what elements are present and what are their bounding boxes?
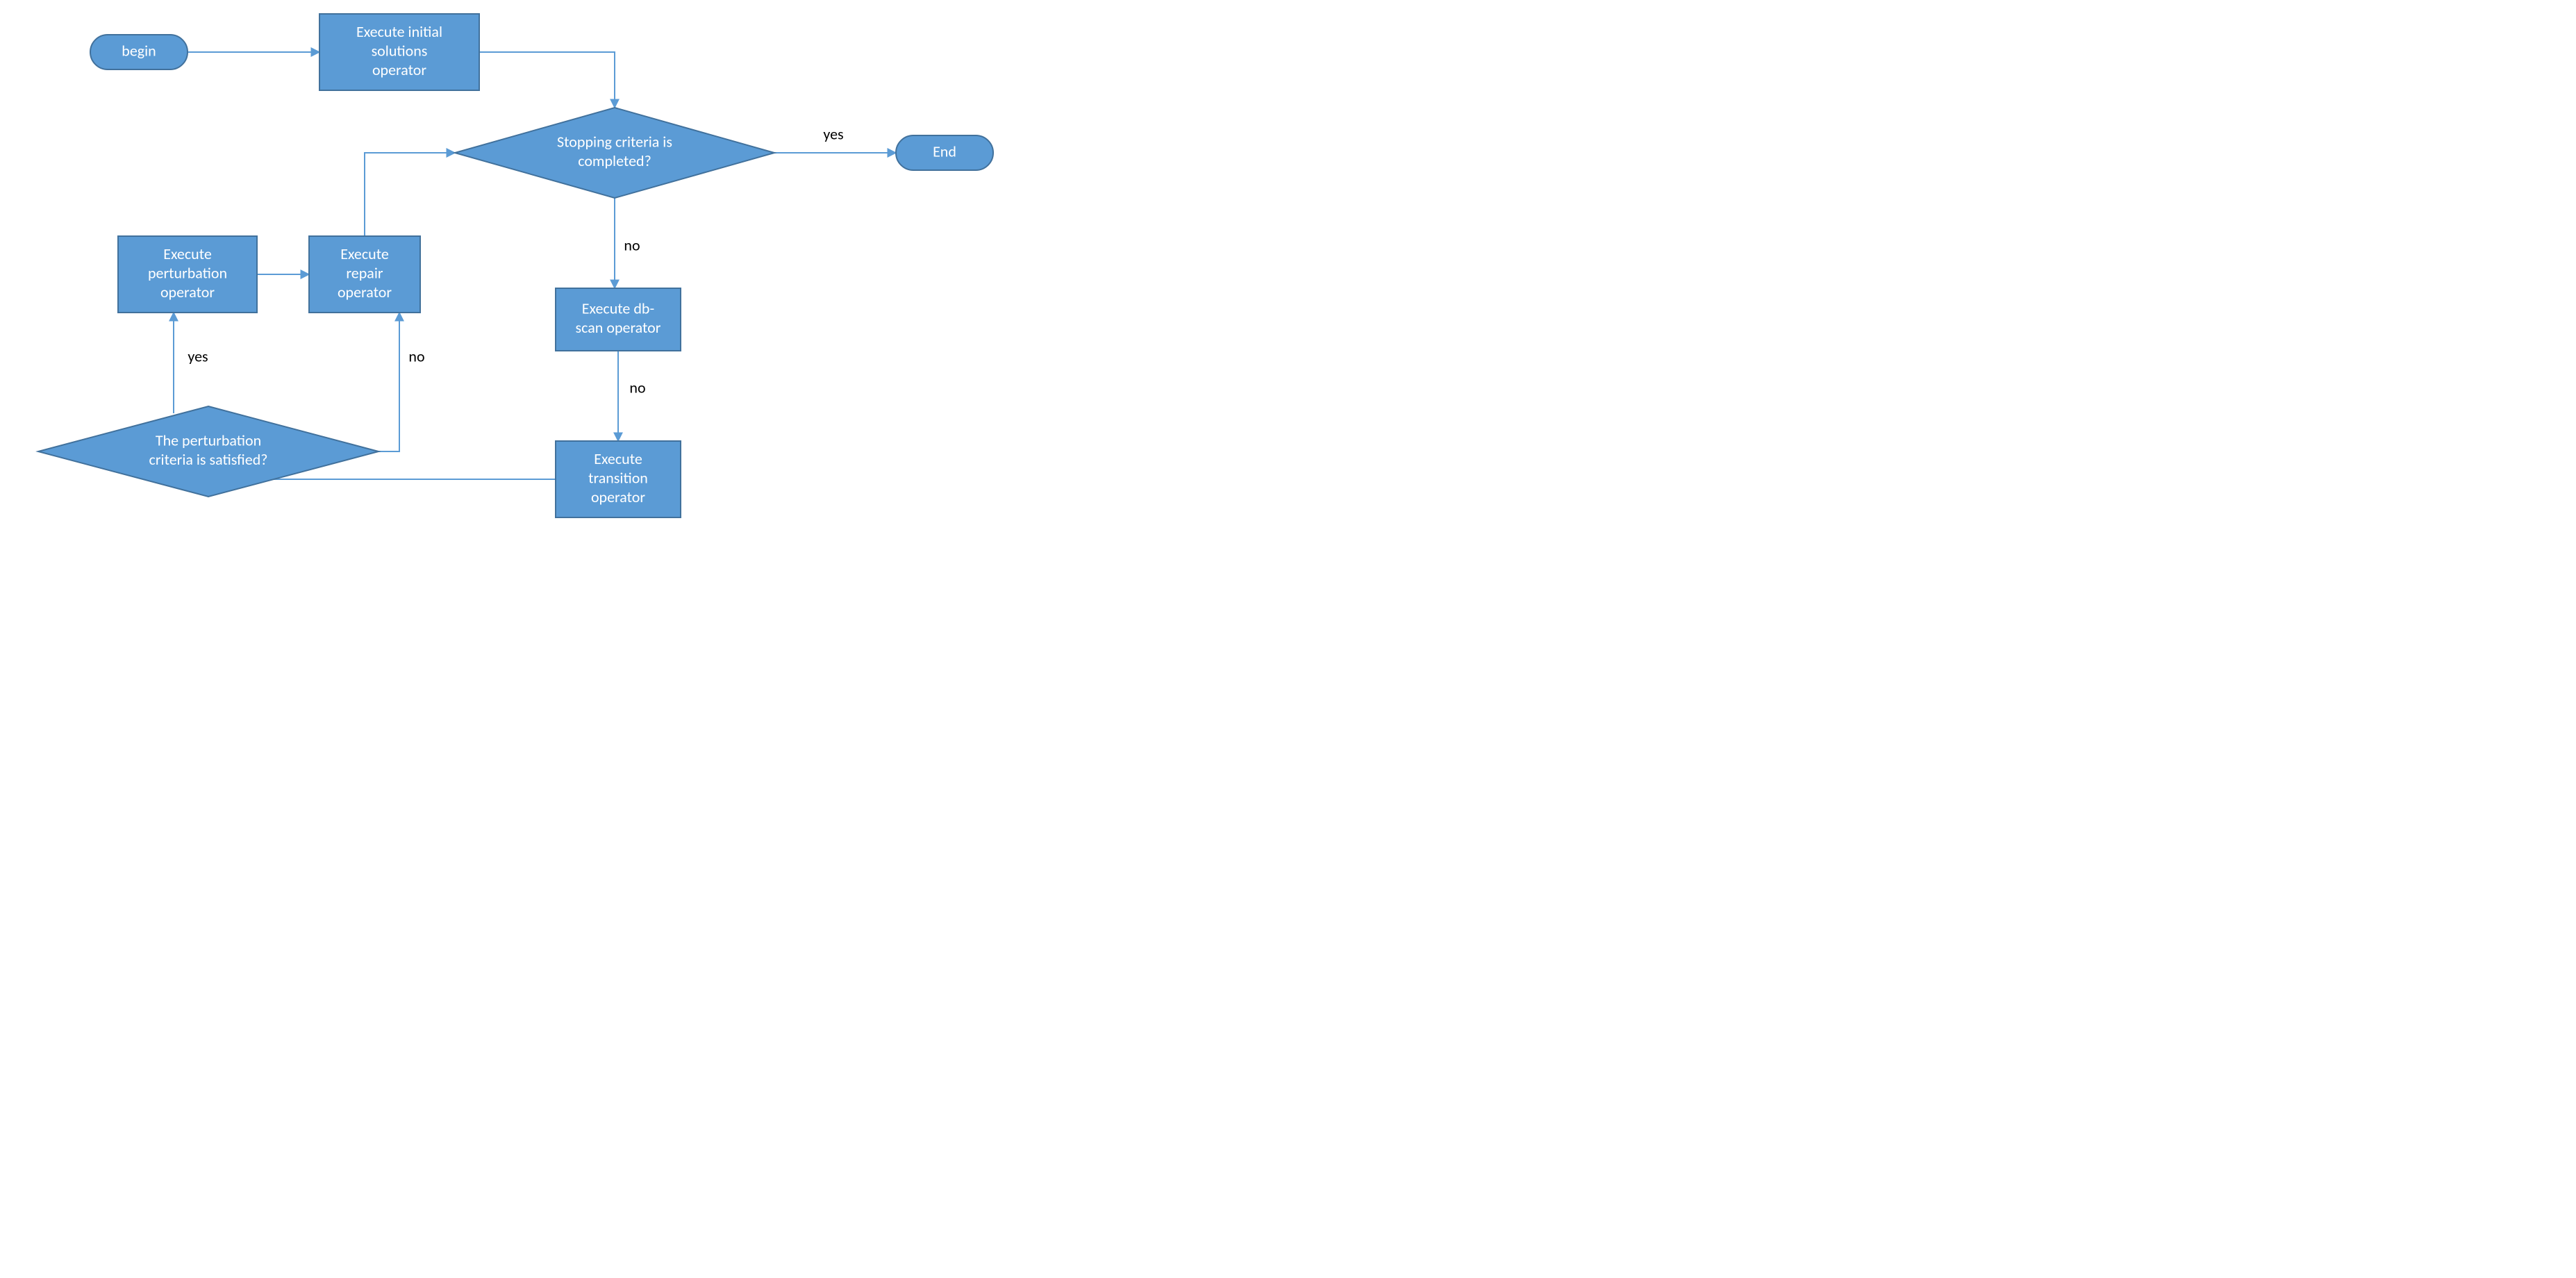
node-initsol-label-line-2: operator [372, 60, 426, 79]
node-transition-label-line-0: Execute [594, 449, 642, 468]
edge-label-dbscan-to-transition: no [629, 378, 645, 397]
flowchart-canvas: yes no no yes no begin End Execute initialsolut… [0, 0, 1028, 549]
node-stopping-label-line-0: Stopping criteria is [557, 133, 672, 151]
edge-label-perturb_q-to-perturb_op: yes [188, 347, 208, 365]
edge-label-stopping-to-end: yes [823, 124, 843, 143]
node-perturb_q-label-line-1: criteria is satisfied? [149, 450, 268, 469]
node-transition: Executetransitionoperator [556, 441, 681, 517]
node-perturb_q: The perturbationcriteria is satisfied? [38, 406, 379, 497]
node-stopping: Stopping criteria iscompleted? [455, 108, 774, 198]
node-dbscan: Execute db-scan operator [556, 288, 681, 351]
node-repair-label-line-1: repair [346, 263, 383, 282]
edge-perturb_q-to-repair [379, 313, 399, 451]
edge-repair-to-stopping [365, 153, 455, 236]
node-perturb_op: Executeperturbationoperator [118, 236, 257, 313]
node-transition-label-line-1: transition [588, 468, 648, 487]
node-repair: Executerepairoperator [309, 236, 420, 313]
node-end: End [896, 135, 993, 170]
nodes-layer: beginEndExecute initialsolutionsoperator… [38, 14, 993, 517]
node-repair-label-line-2: operator [338, 283, 392, 301]
node-perturb_op-label-line-2: operator [160, 283, 215, 301]
node-transition-label-line-2: operator [591, 488, 645, 506]
edge-label-perturb_q-to-repair: no [408, 347, 424, 365]
node-end-label-line-0: End [933, 142, 956, 160]
node-begin: begin [90, 35, 188, 69]
node-perturb_op-label-line-0: Execute [163, 244, 212, 263]
node-begin-label-line-0: begin [122, 41, 156, 60]
node-dbscan-label-line-1: scan operator [576, 318, 661, 337]
node-initsol-label-line-0: Execute initial [356, 22, 442, 41]
node-perturb_op-label-line-1: perturbation [148, 263, 227, 282]
edge-label-stopping-to-dbscan: no [624, 235, 640, 254]
node-initsol-label-line-1: solutions [372, 41, 428, 60]
edge-initsol-to-stopping [479, 52, 615, 108]
node-initsol: Execute initialsolutionsoperator [319, 14, 479, 90]
node-stopping-label-line-1: completed? [578, 151, 651, 170]
node-repair-label-line-0: Execute [340, 244, 389, 263]
node-perturb_q-label-line-0: The perturbation [156, 431, 261, 450]
node-dbscan-label-line-0: Execute db- [582, 299, 654, 318]
